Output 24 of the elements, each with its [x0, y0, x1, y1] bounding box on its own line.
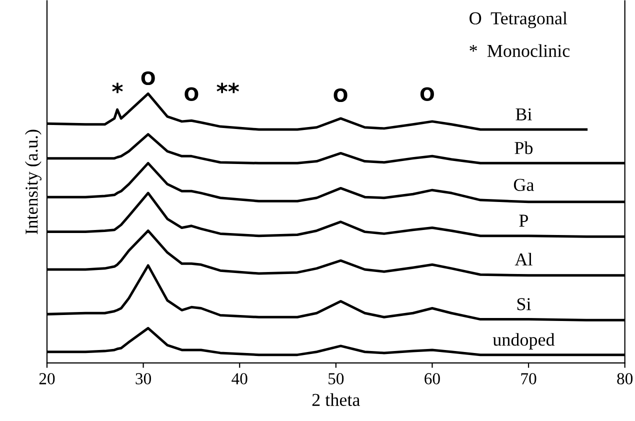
x-tick-label: 30	[136, 373, 151, 384]
annotation: O	[420, 87, 434, 101]
series-label: Pb	[514, 141, 533, 154]
text: *	[112, 82, 123, 94]
text: O Tetragonal	[470, 12, 568, 28]
x-tick-label: 70	[521, 373, 536, 384]
series-label: P	[519, 214, 528, 227]
text: O	[141, 71, 155, 86]
series-label: undoped	[492, 333, 555, 350]
series-label: Si	[517, 298, 531, 310]
series-label: Bi	[516, 108, 532, 120]
text: * Monoclinic	[470, 44, 570, 57]
x-axis-title: 2 theta	[312, 393, 360, 406]
annotation: O	[334, 88, 348, 102]
text: **	[216, 82, 240, 94]
x-tick-label: 20	[39, 373, 55, 384]
y-axis-title: Intensity (a.u.)	[25, 130, 42, 234]
series-label: Ga	[514, 178, 534, 191]
x-tick-label: 40	[232, 373, 248, 384]
series-label: Al	[514, 252, 532, 266]
x-tick-label: 50	[328, 373, 344, 384]
annotation: O	[184, 87, 198, 101]
x-tick-label: 60	[424, 373, 440, 384]
x-tick-label: 80	[617, 373, 633, 384]
